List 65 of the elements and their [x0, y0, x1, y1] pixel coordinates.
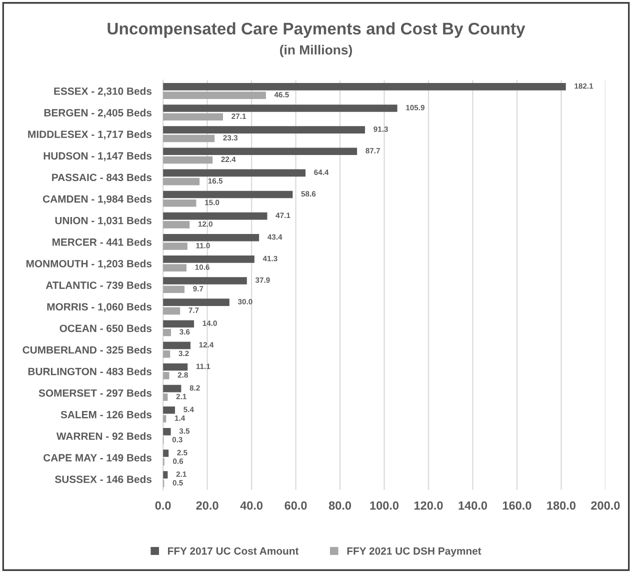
- bar: [163, 178, 200, 186]
- bar: [163, 113, 223, 121]
- legend-label: FFY 2017 UC Cost Amount: [168, 547, 299, 555]
- y-tick-label: MONMOUTH - 1,203 Beds: [26, 260, 152, 269]
- chart-title: Uncompensated Care Payments and Cost By County: [108, 22, 526, 38]
- x-tick-label: 180.0: [547, 501, 576, 510]
- legend-label: FFY 2021 UC DSH Paymnet: [347, 547, 482, 557]
- y-tick-label: OCEAN - 650 Beds: [60, 324, 152, 332]
- y-tick-label: MIDDLESEX - 1,717 Beds: [28, 130, 152, 140]
- y-tick-label: SALEM - 126 Beds: [60, 410, 152, 418]
- x-tick-label: 60.0: [284, 501, 307, 510]
- bar: [163, 307, 180, 315]
- y-tick-label: WARREN - 92 Beds: [56, 432, 152, 440]
- x-tick-label: 40.0: [240, 501, 263, 510]
- y-tick-label: UNION - 1,031 Beds: [55, 216, 152, 226]
- y-tick-label: HUDSON - 1,147 Beds: [44, 152, 152, 162]
- y-tick-label: ESSEX - 2,310 Beds: [54, 87, 152, 96]
- bar: [163, 384, 182, 392]
- y-tick-label: CUMBERLAND - 325 Beds: [22, 346, 152, 354]
- bar: [163, 242, 188, 250]
- bar: [163, 450, 169, 457]
- x-tick-label: 160.0: [502, 501, 532, 510]
- bar: [163, 320, 194, 328]
- x-tick-label: 80.0: [328, 501, 352, 510]
- y-tick-label: BURLINGTON - 483 Beds: [28, 368, 152, 376]
- y-tick-label: MORRIS - 1,060 Beds: [47, 302, 152, 312]
- y-tick-label: PASSAIC - 843 Beds: [52, 173, 152, 182]
- bar: [163, 286, 185, 294]
- bar: [163, 363, 188, 371]
- x-tick-label: 0.0: [155, 501, 171, 510]
- bar: [163, 104, 398, 112]
- bar: [163, 328, 172, 336]
- bar: [163, 256, 254, 263]
- bar: [163, 169, 306, 177]
- x-tick-label: 20.0: [196, 501, 218, 510]
- x-tick-label: 120.0: [414, 501, 443, 510]
- chart-subtitle: (in Millions): [280, 44, 352, 58]
- x-tick-label: 140.0: [458, 501, 488, 510]
- bar: [163, 199, 196, 207]
- bar: [163, 298, 230, 306]
- x-tick-label: 200.0: [591, 501, 620, 510]
- y-tick-label: CAMDEN - 1,984 Beds: [42, 195, 152, 204]
- y-tick-label: ATLANTIC - 739 Beds: [46, 281, 152, 289]
- bar: [163, 83, 566, 90]
- bar: [163, 221, 190, 228]
- bar: [163, 190, 293, 198]
- bar: [163, 342, 190, 350]
- bar: [163, 126, 366, 134]
- bar: [163, 156, 213, 164]
- bar: [163, 428, 171, 436]
- y-tick-label: CAPE MAY - 149 Beds: [44, 454, 152, 462]
- bar: [163, 234, 260, 242]
- x-tick-label: 100.0: [370, 501, 399, 510]
- y-tick-label: SUSSEX - 146 Beds: [54, 475, 152, 484]
- bar: [163, 92, 266, 99]
- y-tick-label: BERGEN - 2,405 Beds: [44, 108, 152, 118]
- bar: [163, 372, 170, 380]
- bar: [163, 406, 175, 414]
- bar: [163, 134, 215, 142]
- bar: [163, 212, 268, 220]
- bar: [163, 277, 247, 284]
- bar: [163, 264, 187, 272]
- bar: [163, 148, 358, 156]
- y-tick-label: MERCER - 441 Beds: [52, 238, 152, 246]
- y-tick-label: SOMERSET - 297 Beds: [38, 389, 152, 397]
